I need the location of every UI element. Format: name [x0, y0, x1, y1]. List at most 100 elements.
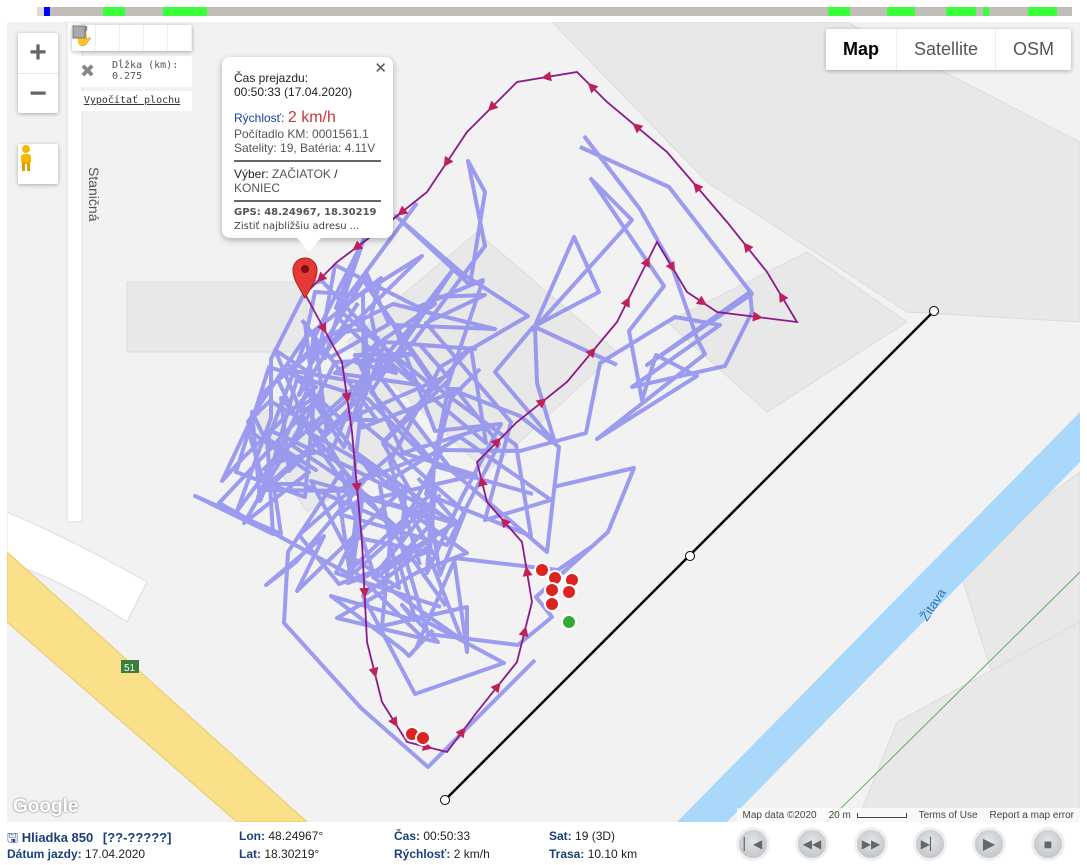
play-button[interactable]: ▶ — [973, 828, 1005, 860]
route-value: 10.10 km — [587, 847, 638, 861]
map-type-satellite[interactable]: Satellite — [897, 29, 997, 70]
stop-markers — [404, 562, 580, 746]
building — [856, 621, 1080, 822]
rewind-icon: ◀◀ — [802, 837, 822, 851]
track-path — [282, 346, 537, 769]
map[interactable]: 51 Žitava Staničná + − ✋ ✖ Dĺžka (km): 0… — [7, 22, 1080, 822]
map-attribution: Map data ©2020 20 m Terms of Use Report … — [736, 808, 1080, 822]
direction-arrow-icon — [752, 311, 763, 322]
time-value: 00:50:33 — [423, 829, 471, 843]
direction-arrow-icon — [620, 296, 630, 308]
direction-arrow-icon — [640, 256, 650, 268]
popup-title: Čas prejazdu: — [234, 71, 309, 85]
timeline-segment[interactable] — [37, 7, 44, 16]
popup-time: 00:50:33 (17.04.2020) — [234, 85, 353, 99]
timeline-segment[interactable] — [983, 7, 989, 16]
timeline-segment[interactable] — [1028, 7, 1057, 16]
gps-coords: GPS: 48.24967, 18.30219 — [234, 207, 377, 218]
rewind-button[interactable]: ◀◀ — [796, 828, 828, 860]
direction-arrow-icon — [317, 322, 327, 334]
direction-arrow-icon — [695, 295, 707, 306]
zoom-out-button[interactable]: − — [18, 73, 58, 113]
timeline-segment[interactable] — [828, 7, 850, 16]
speed-label: Rýchlosť: — [234, 111, 285, 125]
timeline-segment[interactable] — [103, 7, 125, 16]
direction-arrow-icon — [478, 476, 488, 488]
river — [677, 412, 1080, 822]
drawing-toolbar: ✋ — [72, 25, 192, 51]
fast-forward-icon: ▶▶ — [861, 837, 881, 851]
timeline-segment[interactable] — [946, 7, 976, 16]
direction-arrow-icon — [455, 727, 466, 739]
status-bar: 🖫 Hliadka 850 [??-?????] Dátum jazdy: 17… — [7, 829, 638, 861]
direction-arrow-icon — [443, 155, 454, 167]
direction-arrow-icon — [397, 205, 409, 216]
zoom-control: + − — [18, 33, 58, 113]
timeline-segment[interactable] — [163, 7, 207, 16]
selection-label: Výber: — [234, 167, 269, 181]
drive-date: 17.04.2020 — [85, 847, 146, 861]
scale-bar: 20 m — [829, 810, 907, 821]
direction-arrow-icon — [535, 398, 547, 409]
vehicle-plate: [??-?????] — [102, 830, 172, 845]
direction-arrow-icon — [359, 587, 370, 598]
map-type-osm[interactable]: OSM — [1013, 39, 1055, 59]
location-pin-icon — [292, 257, 318, 300]
map-type-control: Map Satellite OSM — [826, 29, 1072, 70]
polygon-icon[interactable] — [72, 25, 168, 51]
direction-arrow-icon — [522, 566, 533, 577]
lat-value: 18.30219° — [264, 847, 320, 861]
fast-forward-button[interactable]: ▶▶ — [855, 828, 887, 860]
vehicle-name: Hliadka 850 — [21, 830, 94, 845]
selected-track — [304, 71, 799, 754]
lon-value: 48.24967° — [268, 829, 324, 843]
length-value: 0.275 — [112, 71, 143, 82]
report-error-link[interactable]: Report a map error — [989, 809, 1074, 821]
direction-arrow-icon — [665, 260, 676, 273]
terms-link[interactable]: Terms of Use — [918, 809, 978, 821]
length-label: Dĺžka (km): — [112, 60, 179, 71]
timeline-segment[interactable] — [44, 7, 50, 16]
stop-icon: ■ — [1043, 836, 1053, 852]
play-icon: ▶ — [982, 836, 996, 853]
street-stanicna — [66, 22, 83, 523]
measure-point — [440, 795, 450, 805]
measure-panel: ✖ Dĺžka (km): 0.275 — [72, 56, 192, 87]
stop-button[interactable]: ■ — [1032, 828, 1064, 860]
skip-end-icon: ▶▏ — [920, 837, 940, 851]
road-number-shield — [121, 660, 139, 673]
selection-end-link[interactable]: KONIEC — [234, 181, 281, 195]
building — [666, 251, 908, 413]
circle-icon[interactable] — [72, 25, 144, 51]
skip-start-icon: ▏◀ — [743, 837, 763, 851]
zoom-in-button[interactable]: + — [29, 36, 47, 69]
direction-arrows — [316, 71, 789, 751]
track-path — [493, 134, 707, 445]
map-data-text: Map data ©2020 — [742, 809, 817, 821]
selection-start-link[interactable]: ZAČIATOK — [272, 167, 331, 181]
direction-arrow-icon — [352, 240, 364, 251]
skip-start-button[interactable]: ▏◀ — [737, 828, 769, 860]
polyline-icon[interactable] — [72, 25, 120, 51]
find-address-link[interactable]: Zistiť najbližšiu adresu ... — [234, 221, 360, 232]
timeline-bar[interactable] — [37, 7, 1072, 16]
street — [7, 511, 148, 623]
map-type-map[interactable]: Map — [826, 29, 897, 70]
rectangle-icon[interactable] — [72, 25, 192, 51]
direction-arrow-icon — [632, 123, 644, 134]
close-icon[interactable]: ✕ — [374, 60, 387, 77]
direction-arrow-icon — [490, 682, 501, 694]
clear-measure-icon[interactable]: ✖ — [80, 61, 96, 82]
street-view-pegman-icon[interactable] — [18, 144, 58, 184]
direction-arrow-icon — [341, 392, 352, 403]
direction-arrow-icon — [500, 517, 511, 529]
speed-value: 2 km/h — [287, 109, 336, 126]
save-icon[interactable]: 🖫 — [7, 830, 19, 845]
skip-end-button[interactable]: ▶▏ — [914, 828, 946, 860]
calculate-area-link[interactable]: Vypočítať plochu — [72, 91, 192, 111]
direction-arrow-icon — [351, 482, 362, 493]
road-number: 51 — [124, 663, 136, 674]
highway — [7, 551, 308, 822]
street-label: Staničná — [86, 167, 102, 222]
timeline-segment[interactable] — [887, 7, 915, 16]
